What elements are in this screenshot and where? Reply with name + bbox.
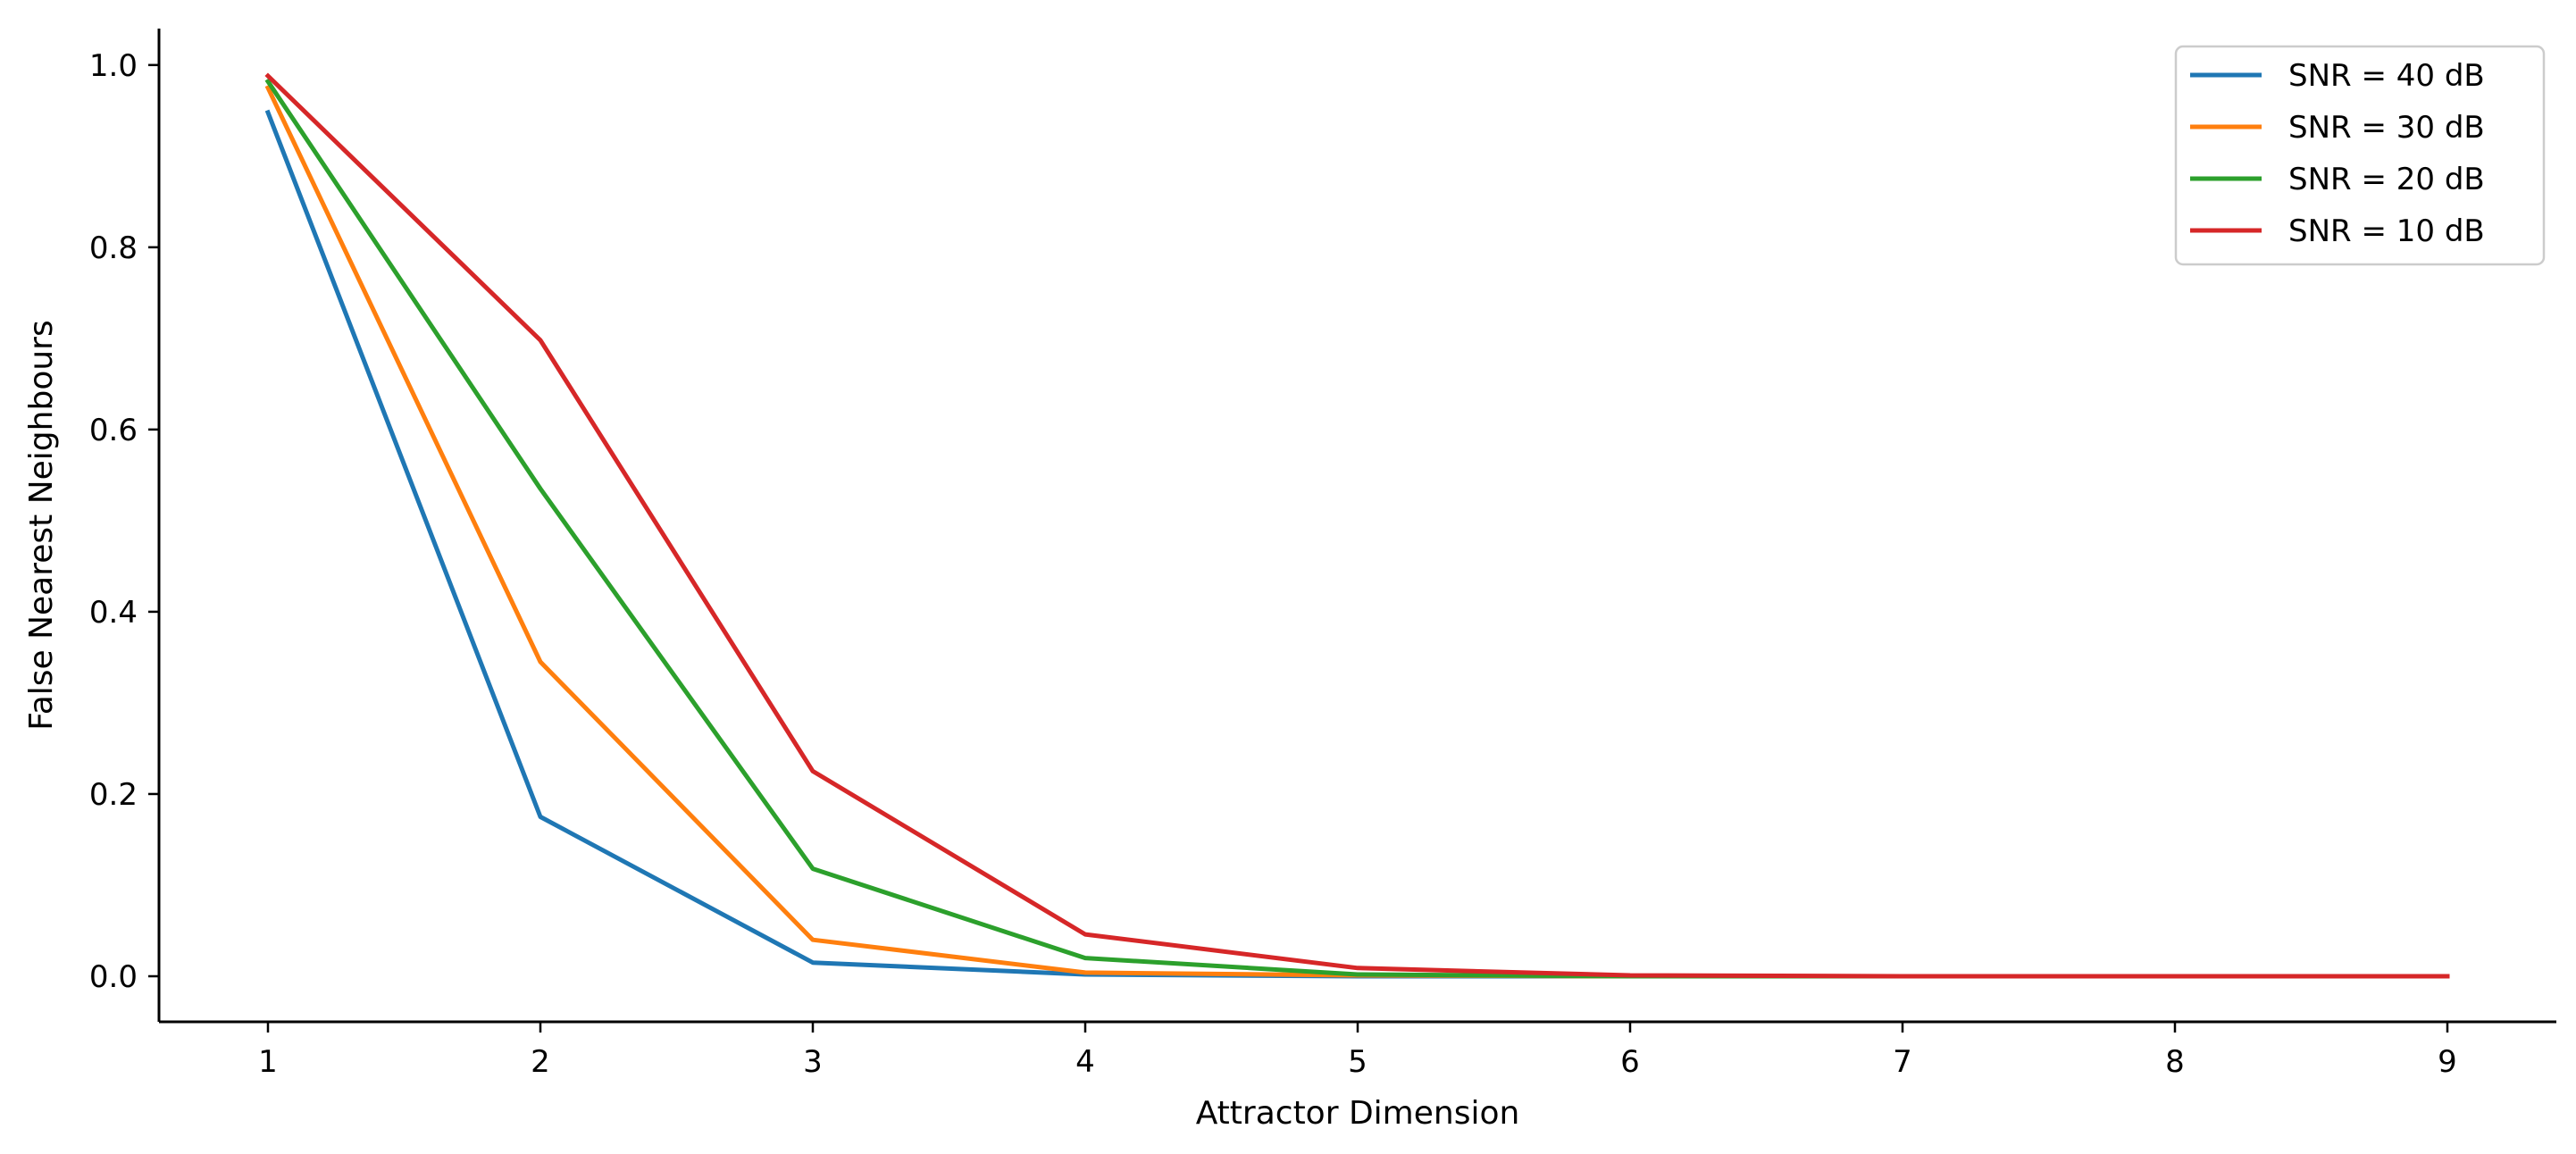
y-tick-label: 0.2: [89, 777, 138, 813]
legend: SNR = 40 dB SNR = 30 dB SNR = 20 dB SNR = 1…: [2174, 45, 2546, 266]
x-tick-label: 8: [2165, 1044, 2185, 1080]
series-lines: [264, 72, 2450, 979]
series-line-1: [264, 109, 2450, 979]
x-tick-label: 5: [1348, 1044, 1367, 1080]
series-line-3: [264, 78, 2450, 979]
x-axis-label: Attractor Dimension: [1196, 1095, 1520, 1132]
x-tick-label: 6: [1620, 1044, 1640, 1080]
series-line-4: [264, 72, 2450, 979]
y-tick-label: 1.0: [89, 48, 138, 84]
series-line-2: [264, 84, 2450, 979]
x-tick-label: 4: [1075, 1044, 1095, 1080]
y-tick-label: 0.8: [89, 230, 138, 266]
x-tick-label: 7: [1893, 1044, 1912, 1080]
x-tick-label: 2: [531, 1044, 550, 1080]
y-tick-label: 0.0: [89, 959, 138, 995]
x-tick-label: 3: [803, 1044, 823, 1080]
legend-label-1: SNR = 40 dB: [2288, 58, 2485, 94]
y-tick-label: 0.6: [89, 413, 138, 448]
y-axis-label: False Nearest Neighbours: [23, 320, 60, 730]
legend-label-2: SNR = 30 dB: [2288, 110, 2485, 146]
y-tick-label: 0.4: [89, 595, 138, 631]
axes: 1 2 3 4 5 6 7 8 9 0.0 0.2 0.4 0.6 0.8 1.0: [89, 29, 2556, 1080]
x-tick-label: 9: [2438, 1044, 2457, 1080]
legend-label-4: SNR = 10 dB: [2288, 213, 2485, 249]
x-tick-label: 1: [258, 1044, 278, 1080]
legend-label-3: SNR = 20 dB: [2288, 162, 2485, 197]
legend-box: [2174, 45, 2546, 266]
